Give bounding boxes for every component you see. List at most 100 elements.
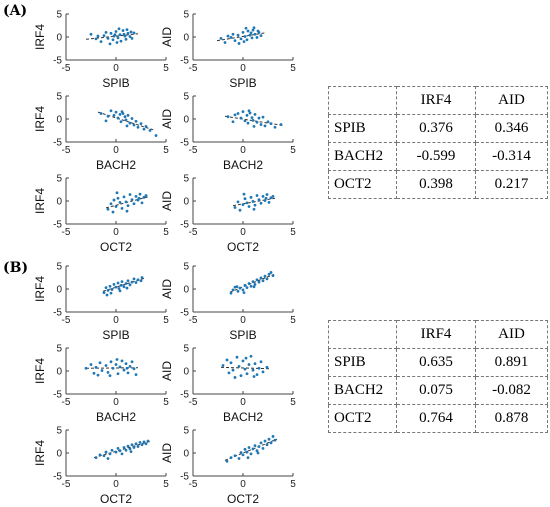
- scatter-point: [121, 29, 125, 32]
- scatter-point: [257, 198, 261, 202]
- scatter-point: [225, 358, 229, 362]
- scatter-point: [249, 31, 253, 35]
- y-tick-label: -5: [180, 138, 189, 149]
- y-tick-label: 0: [183, 197, 189, 208]
- y-axis-label: AID: [160, 191, 174, 211]
- scatter-point: [109, 202, 113, 206]
- scatter-point: [132, 31, 136, 35]
- scatter-point: [241, 359, 245, 363]
- table-cell: 0.891: [475, 348, 548, 377]
- x-tick-label: 0: [113, 479, 119, 490]
- x-tick-label: 0: [240, 63, 246, 74]
- scatter-point: [126, 371, 130, 375]
- scatter-point: [102, 34, 106, 38]
- scatter-point: [105, 293, 109, 297]
- scatter-b-aid-bach2: -5 0 5 -5 0 5 BACH2 AID: [155, 342, 315, 425]
- scatter-point: [252, 207, 256, 211]
- x-tick-label: 0: [240, 479, 246, 490]
- scatter-point: [106, 370, 110, 374]
- y-tick-label: -5: [180, 56, 189, 67]
- scatter-point: [124, 448, 128, 452]
- row-header-spib: SPIB: [328, 348, 397, 377]
- scatter-b-irf4-oct2: -5 0 5 -5 0 5 OCT2 IRF4: [28, 424, 188, 507]
- scatter-point: [142, 195, 146, 199]
- scatter-point: [249, 284, 253, 288]
- scatter-point: [120, 452, 124, 456]
- scatter-point: [247, 446, 251, 449]
- scatter-point: [233, 206, 237, 209]
- correlation-table-a: IRF4 AID SPIB 0.376 0.346 BACH2 -0.599 -…: [328, 86, 548, 199]
- scatter-point: [111, 210, 115, 214]
- scatter-point: [125, 209, 129, 213]
- scatter-point: [259, 201, 263, 205]
- y-tick-label: 0: [183, 285, 189, 296]
- scatter-point: [259, 441, 263, 445]
- scatter-point: [104, 364, 108, 367]
- scatter-point: [259, 123, 263, 126]
- scatter-point: [253, 444, 257, 448]
- scatter-point: [249, 452, 253, 456]
- x-tick-label: -5: [62, 227, 71, 238]
- table-row: BACH2 -0.599 -0.314: [328, 142, 548, 171]
- scatter-point: [120, 110, 124, 114]
- scatter-point: [106, 36, 110, 40]
- table-row: SPIB 0.635 0.891: [328, 348, 548, 377]
- scatter-point: [269, 271, 273, 274]
- scatter-point: [255, 449, 259, 453]
- table-cell: 0.764: [396, 404, 476, 433]
- row-header-bach2: BACH2: [328, 376, 397, 405]
- scatter-point: [92, 371, 96, 375]
- scatter-point: [243, 283, 247, 287]
- scatter-point: [134, 119, 138, 123]
- scatter-point: [233, 454, 237, 458]
- x-tick-label: -5: [62, 315, 71, 326]
- scatter-point: [146, 439, 150, 443]
- scatter-point: [104, 450, 108, 454]
- x-tick-label: 5: [290, 315, 296, 326]
- scatter-point: [111, 366, 115, 370]
- scatter-point: [122, 368, 126, 372]
- scatter-point: [243, 197, 247, 201]
- scatter-point: [118, 289, 122, 293]
- table-corner-cell: [328, 320, 397, 349]
- scatter-point: [120, 280, 124, 284]
- scatter-point: [118, 365, 122, 369]
- scatter-point: [255, 120, 259, 124]
- x-tick-label: 5: [290, 227, 296, 238]
- row-header-bach2: BACH2: [328, 142, 397, 171]
- scatter-point: [116, 447, 120, 450]
- x-tick-label: 0: [113, 145, 119, 156]
- y-tick-label: 5: [56, 10, 62, 21]
- scatter-point: [246, 456, 250, 459]
- scatter-point: [267, 200, 271, 204]
- table-cell: 0.346: [475, 114, 548, 143]
- scatter-point: [115, 358, 119, 361]
- y-tick-label: -5: [180, 390, 189, 401]
- y-tick-label: -5: [53, 472, 62, 483]
- scatter-point: [253, 32, 257, 36]
- x-tick-label: 5: [163, 145, 169, 156]
- scatter-point: [116, 116, 120, 120]
- scatter-point: [124, 362, 128, 366]
- x-tick-label: 0: [240, 227, 246, 238]
- scatter-point: [259, 34, 263, 38]
- scatter-point: [242, 40, 246, 43]
- y-tick-label: 0: [56, 367, 62, 378]
- scatter-point: [99, 112, 103, 115]
- scatter-point: [253, 283, 257, 286]
- scatter-point: [122, 446, 126, 449]
- y-axis-label: IRF4: [33, 276, 47, 302]
- scatter-point: [256, 451, 260, 455]
- trend-line: [85, 33, 139, 40]
- scatter-b-aid-oct2: -5 0 5 -5 0 5 OCT2 AID: [155, 424, 315, 507]
- panel-label-a: (A): [3, 3, 28, 19]
- scatter-point: [245, 201, 249, 205]
- scatter-point: [96, 34, 100, 38]
- y-tick-label: -5: [180, 220, 189, 231]
- scatter-point: [265, 193, 269, 196]
- scatter-point: [255, 278, 259, 282]
- scatter-point: [110, 448, 114, 452]
- scatter-point: [117, 287, 121, 290]
- scatter-point: [273, 438, 277, 442]
- y-tick-label: 5: [183, 10, 189, 21]
